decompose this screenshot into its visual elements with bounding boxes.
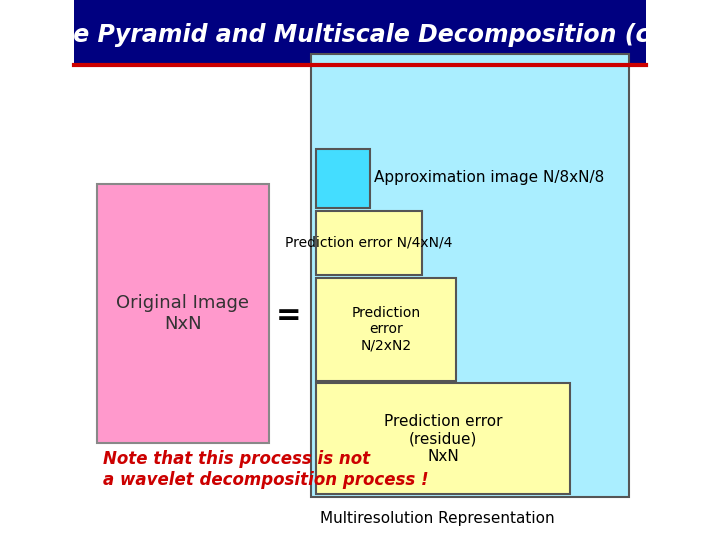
- Text: =: =: [276, 301, 302, 330]
- Text: Note that this process is not
a wavelet decomposition process !: Note that this process is not a wavelet …: [103, 450, 428, 489]
- FancyBboxPatch shape: [74, 0, 646, 65]
- Text: Multiresolution Representation: Multiresolution Representation: [320, 511, 554, 526]
- Text: Approximation image N/8xN/8: Approximation image N/8xN/8: [374, 170, 605, 185]
- FancyBboxPatch shape: [316, 383, 570, 494]
- FancyBboxPatch shape: [316, 148, 370, 208]
- Text: Prediction
error
N/2xN2: Prediction error N/2xN2: [351, 306, 420, 353]
- FancyBboxPatch shape: [97, 184, 269, 443]
- Text: Prediction error N/4xN/4: Prediction error N/4xN/4: [285, 236, 453, 250]
- FancyBboxPatch shape: [316, 278, 456, 381]
- FancyBboxPatch shape: [312, 54, 629, 497]
- Text: Image Pyramid and Multiscale Decomposition (cont.): Image Pyramid and Multiscale Decompositi…: [6, 23, 714, 47]
- Text: Prediction error
(residue)
NxN: Prediction error (residue) NxN: [384, 414, 503, 464]
- Text: Original Image
NxN: Original Image NxN: [117, 294, 249, 333]
- FancyBboxPatch shape: [316, 211, 422, 275]
